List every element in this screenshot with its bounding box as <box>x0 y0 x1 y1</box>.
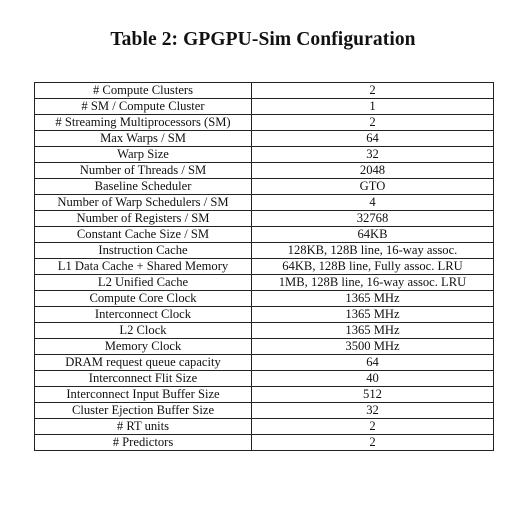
value-cell: 40 <box>251 370 494 387</box>
table-row: Interconnect Flit Size 40 <box>34 370 494 387</box>
value-cell: 32 <box>251 402 494 419</box>
parameter-cell: # Compute Clusters <box>34 82 252 99</box>
table-row: DRAM request queue capacity 64 <box>34 354 494 371</box>
table-caption: Table 2: GPGPU-Sim Configuration <box>110 29 416 50</box>
parameter-cell: Constant Cache Size / SM <box>34 226 252 243</box>
table-row: Number of Registers / SM 32768 <box>34 210 494 227</box>
parameter-cell: Number of Threads / SM <box>34 162 252 179</box>
value-cell: 1365 MHz <box>251 306 494 323</box>
parameter-cell: # SM / Compute Cluster <box>34 98 252 115</box>
value-cell: 2 <box>251 418 494 435</box>
table-row: Warp Size 32 <box>34 146 494 163</box>
value-cell: 32768 <box>251 210 494 227</box>
parameter-cell: Number of Warp Schedulers / SM <box>34 194 252 211</box>
parameter-cell: Interconnect Clock <box>34 306 252 323</box>
parameter-cell: Baseline Scheduler <box>34 178 252 195</box>
table-row: # Predictors 2 <box>34 434 494 451</box>
parameter-cell: Compute Core Clock <box>34 290 252 307</box>
parameter-cell: Instruction Cache <box>34 242 252 259</box>
table-row: Baseline Scheduler GTO <box>34 178 494 195</box>
value-cell: 128KB, 128B line, 16-way assoc. <box>251 242 494 259</box>
value-cell: 64 <box>251 354 494 371</box>
value-cell: 64KB <box>251 226 494 243</box>
value-cell: 1 <box>251 98 494 115</box>
table-row: Compute Core Clock 1365 MHz <box>34 290 494 307</box>
parameter-cell: Number of Registers / SM <box>34 210 252 227</box>
table-row: Max Warps / SM 64 <box>34 130 494 147</box>
parameter-cell: # RT units <box>34 418 252 435</box>
table-row: Memory Clock 3500 MHz <box>34 338 494 355</box>
parameter-cell: # Streaming Multiprocessors (SM) <box>34 114 252 131</box>
parameter-cell: Interconnect Input Buffer Size <box>34 386 252 403</box>
parameter-cell: L2 Clock <box>34 322 252 339</box>
value-cell: 512 <box>251 386 494 403</box>
table-row: # SM / Compute Cluster 1 <box>34 98 494 115</box>
value-cell: 1365 MHz <box>251 290 494 307</box>
parameter-cell: Memory Clock <box>34 338 252 355</box>
table-row: Number of Threads / SM 2048 <box>34 162 494 179</box>
value-cell: 1365 MHz <box>251 322 494 339</box>
parameter-cell: # Predictors <box>34 434 252 451</box>
table-row: L2 Unified Cache 1MB, 128B line, 16-way a… <box>34 274 494 291</box>
table-row: Constant Cache Size / SM 64KB <box>34 226 494 243</box>
value-cell: 2 <box>251 434 494 451</box>
value-cell: GTO <box>251 178 494 195</box>
table-row: L1 Data Cache + Shared Memory 64KB, 128B … <box>34 258 494 275</box>
table-row: Interconnect Input Buffer Size 512 <box>34 386 494 403</box>
value-cell: 1MB, 128B line, 16-way assoc. LRU <box>251 274 494 291</box>
table-row: # Compute Clusters 2 <box>34 82 494 99</box>
value-cell: 64 <box>251 130 494 147</box>
value-cell: 2 <box>251 114 494 131</box>
table-row: Instruction Cache 128KB, 128B line, 16-wa… <box>34 242 494 259</box>
configuration-table: # Compute Clusters 2 # SM / Compute Clust… <box>34 82 494 451</box>
parameter-cell: Max Warps / SM <box>34 130 252 147</box>
parameter-cell: Warp Size <box>34 146 252 163</box>
value-cell: 64KB, 128B line, Fully assoc. LRU <box>251 258 494 275</box>
value-cell: 2 <box>251 82 494 99</box>
table-row: L2 Clock 1365 MHz <box>34 322 494 339</box>
parameter-cell: L1 Data Cache + Shared Memory <box>34 258 252 275</box>
value-cell: 32 <box>251 146 494 163</box>
value-cell: 2048 <box>251 162 494 179</box>
parameter-cell: DRAM request queue capacity <box>34 354 252 371</box>
table-row: # Streaming Multiprocessors (SM) 2 <box>34 114 494 131</box>
value-cell: 4 <box>251 194 494 211</box>
parameter-cell: L2 Unified Cache <box>34 274 252 291</box>
parameter-cell: Cluster Ejection Buffer Size <box>34 402 252 419</box>
table-row: Interconnect Clock 1365 MHz <box>34 306 494 323</box>
value-cell: 3500 MHz <box>251 338 494 355</box>
table-row: Number of Warp Schedulers / SM 4 <box>34 194 494 211</box>
table-row: Cluster Ejection Buffer Size 32 <box>34 402 494 419</box>
parameter-cell: Interconnect Flit Size <box>34 370 252 387</box>
table-row: # RT units 2 <box>34 418 494 435</box>
